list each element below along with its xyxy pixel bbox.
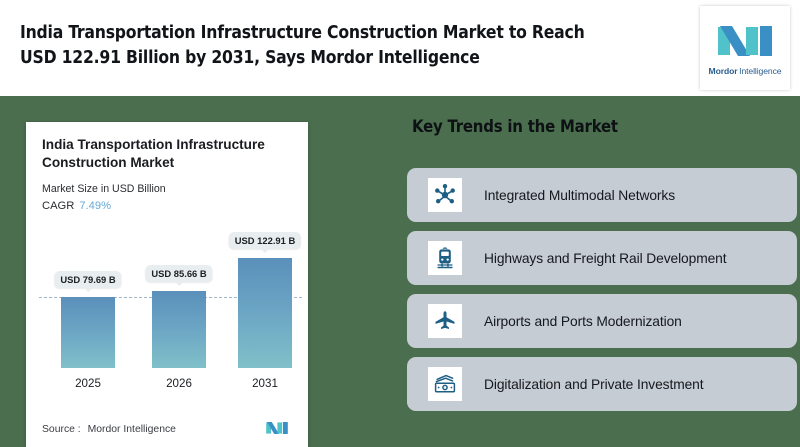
chart-title: India Transportation Infrastructure Cons… [42,137,265,170]
airplane-icon [428,304,462,338]
market-size-chart-card: India Transportation Infrastructure Cons… [26,122,308,447]
trends-list: Integrated Multimodal Networks Highways … [407,168,797,420]
cagr-value: 7.49% [79,200,112,212]
cagr-label: CAGR [42,200,75,212]
x-tick-2026: 2026 [166,377,192,390]
bar-label-2025: USD 79.69 B [54,271,122,292]
trends-panel-title: Key Trends in the Market [412,117,618,136]
bar-chart-plot: USD 79.69 B 2025 USD 85.66 B 2026 USD 12… [26,218,308,408]
trend-label: Integrated Multimodal Networks [484,187,676,203]
mordor-m-logo-icon [718,25,772,56]
banknote-icon [428,367,462,401]
bar-2026 [152,291,206,368]
brand-logo-text: Mordor Intelligence [709,66,782,76]
brand-logo-card: Mordor Intelligence [700,6,790,90]
trend-row-integrated-multimodal-networks[interactable]: Integrated Multimodal Networks [407,168,797,222]
bar-label-2031: USD 122.91 B [228,232,302,253]
brand-name-light: Intelligence [739,65,782,76]
trend-label: Highways and Freight Rail Development [484,250,727,266]
mordor-m-logo-icon [266,422,288,434]
trend-row-highways-and-freight-rail-development[interactable]: Highways and Freight Rail Development [407,231,797,285]
brand-name-bold: Mordor [708,65,738,76]
bar-group-2026: USD 85.66 B 2026 [145,265,213,390]
source-label: Source : [42,424,81,435]
source-name: Mordor Intelligence [87,424,176,435]
bar-label-2026: USD 85.66 B [145,265,213,286]
trend-label: Airports and Ports Modernization [484,313,682,329]
trend-row-digitalization-and-private-investment[interactable]: Digitalization and Private Investment [407,357,797,411]
trend-label: Digitalization and Private Investment [484,376,704,392]
network-hub-icon [428,178,462,212]
chart-subtitle: Market Size in USD Billion [42,183,166,195]
bar-2025 [61,297,115,368]
header-banner: India Transportation Infrastructure Cons… [0,0,800,96]
bar-group-2025: USD 79.69 B 2025 [54,271,122,390]
page-headline: India Transportation Infrastructure Cons… [20,21,670,70]
chart-cagr: CAGR 7.49% [42,200,111,212]
chart-source: Source : Mordor Intelligence [42,424,176,435]
bar-group-2031: USD 122.91 B 2031 [228,232,302,390]
bar-2031 [238,258,292,368]
train-icon [428,241,462,275]
x-tick-2031: 2031 [252,377,278,390]
headline-line-1: India Transportation Infrastructure Cons… [20,23,585,43]
trend-row-airports-and-ports-modernization[interactable]: Airports and Ports Modernization [407,294,797,348]
x-tick-2025: 2025 [75,377,101,390]
headline-line-2: USD 122.91 Billion by 2031, Says Mordor … [20,47,480,68]
